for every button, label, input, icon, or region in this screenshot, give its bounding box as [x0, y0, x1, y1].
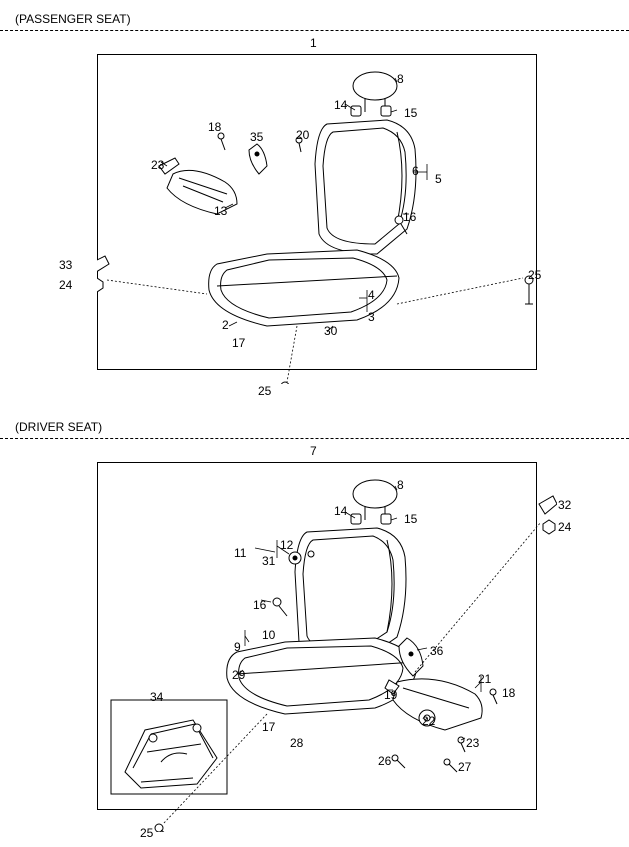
callout-8: 8 [397, 72, 404, 86]
callout-17: 17 [262, 720, 275, 734]
callout-26: 26 [378, 754, 391, 768]
driver-seat-artwork [97, 462, 557, 832]
callout-18: 18 [208, 120, 221, 134]
callout-22: 22 [422, 714, 435, 728]
callout-34: 34 [150, 690, 163, 704]
callout-25: 25 [258, 384, 271, 398]
callout-2: 2 [222, 318, 229, 332]
callout-5: 5 [435, 172, 442, 186]
callout-3: 3 [368, 310, 375, 324]
callout-25: 25 [528, 268, 541, 282]
driver-title-num: 7 [310, 444, 317, 458]
callout-36: 36 [430, 644, 443, 658]
callout-16: 16 [403, 210, 416, 224]
callout-19: 19 [384, 688, 397, 702]
callout-21: 21 [478, 672, 491, 686]
passenger-seat-artwork [97, 54, 537, 384]
callout-12: 12 [280, 538, 293, 552]
callout-23: 23 [466, 736, 479, 750]
callout-29: 29 [232, 668, 245, 682]
callout-28: 28 [290, 736, 303, 750]
callout-24: 24 [558, 520, 571, 534]
callout-31: 31 [262, 554, 275, 568]
callout-10: 10 [262, 628, 275, 642]
callout-13: 13 [214, 204, 227, 218]
callout-11: 11 [234, 546, 246, 560]
passenger-dashed-top [0, 30, 629, 31]
driver-seat-label: (DRIVER SEAT) [15, 420, 102, 434]
callout-24: 24 [59, 278, 72, 292]
callout-25: 25 [140, 826, 153, 840]
callout-6: 6 [412, 164, 419, 178]
callout-8: 8 [397, 478, 404, 492]
callout-14: 14 [334, 98, 347, 112]
callout-33: 33 [59, 258, 72, 272]
callout-18: 18 [502, 686, 515, 700]
callout-35: 35 [250, 130, 263, 144]
passenger-seat-label: (PASSENGER SEAT) [15, 12, 131, 26]
callout-4: 4 [368, 288, 375, 302]
callout-27: 27 [458, 760, 471, 774]
callout-20: 20 [296, 128, 309, 142]
callout-16: 16 [253, 598, 266, 612]
passenger-title-num: 1 [310, 36, 317, 50]
callout-15: 15 [404, 106, 417, 120]
callout-30: 30 [324, 324, 337, 338]
callout-32: 32 [558, 498, 571, 512]
callout-17: 17 [232, 336, 245, 350]
callout-23: 23 [151, 158, 164, 172]
callout-14: 14 [334, 504, 347, 518]
driver-dashed-top [0, 438, 629, 439]
callout-9: 9 [234, 640, 241, 654]
callout-15: 15 [404, 512, 417, 526]
